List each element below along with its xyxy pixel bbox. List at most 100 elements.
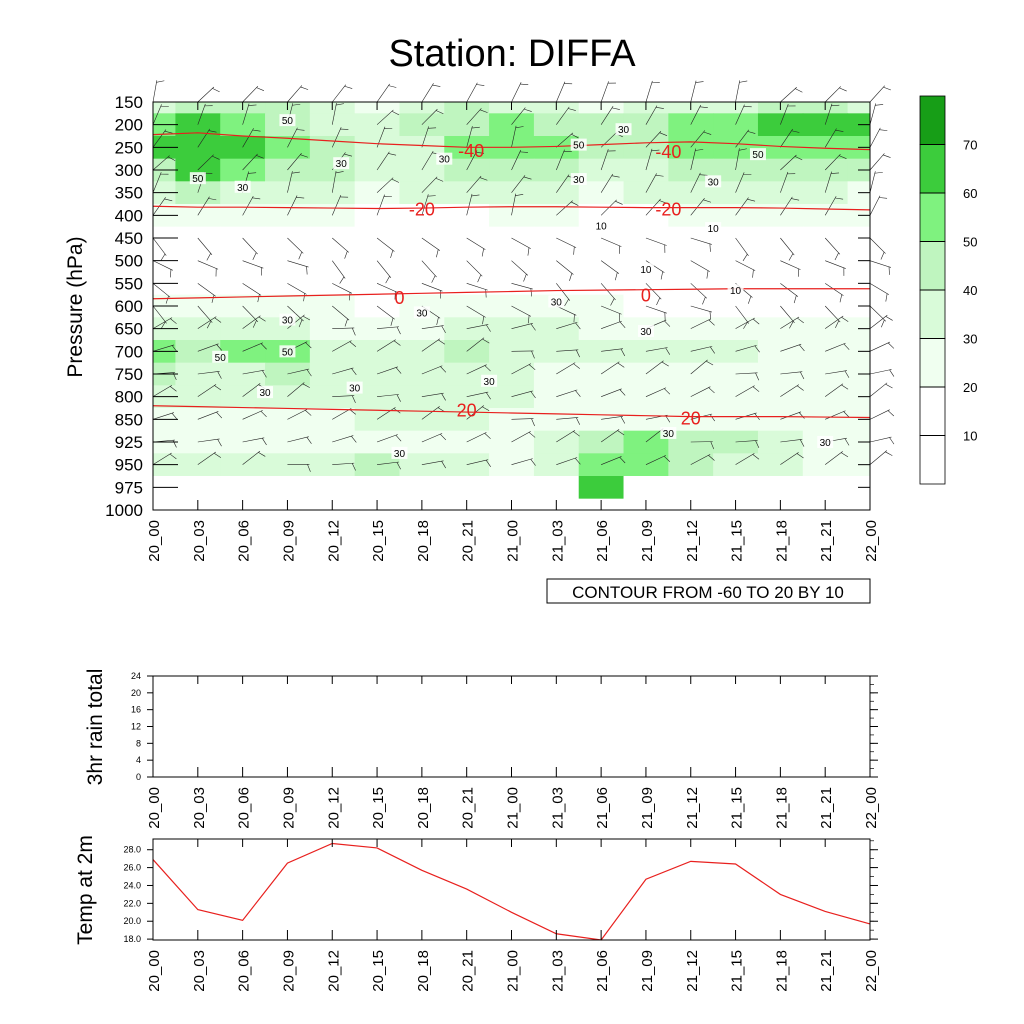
- time-tick-label: 20_12: [325, 520, 342, 562]
- rh-cell: [220, 408, 266, 432]
- rh-cell: [354, 408, 400, 432]
- wind-barb: [152, 344, 178, 352]
- time-tick-label: 20_18: [415, 520, 432, 562]
- wind-barb: [376, 260, 392, 284]
- rh-contour-label: 30: [637, 324, 654, 338]
- wind-barb: [556, 321, 581, 330]
- svg-text:10: 10: [596, 221, 608, 232]
- colorbar-box: [919, 144, 946, 194]
- wind-barb: [869, 314, 893, 329]
- rh-cell: [802, 113, 849, 137]
- rh-cell: [444, 408, 490, 432]
- rh-cell: [533, 317, 580, 341]
- svg-text:30: 30: [237, 183, 249, 194]
- wind-barb: [511, 193, 524, 216]
- wind-barb: [331, 170, 344, 193]
- rh-contour-label: 50: [189, 172, 206, 185]
- rh-cell: [265, 430, 311, 454]
- svg-text:50: 50: [215, 353, 227, 364]
- temperature-contour: [152, 405, 871, 419]
- colorbar-box: [919, 338, 946, 388]
- rh-cell: [757, 453, 804, 477]
- rh-contour-label: 30: [413, 306, 430, 319]
- colorbar-box: [919, 95, 946, 145]
- rh-cell: [847, 102, 871, 114]
- temperature-contour-label: 20: [457, 400, 477, 420]
- colorbar-label: 30: [963, 332, 977, 347]
- rh-contour-label: 30: [548, 295, 565, 308]
- wind-barb: [600, 283, 616, 306]
- wind-barb: [780, 196, 800, 216]
- wind-barb: [197, 128, 217, 148]
- time-tick-label: 21_06: [594, 520, 611, 562]
- rh-cell: [354, 362, 400, 386]
- wind-barb: [556, 81, 573, 103]
- wind-barb: [556, 362, 580, 375]
- temp-y-tick-label: 26.0: [123, 863, 141, 873]
- rh-cell: [802, 385, 849, 409]
- wind-barb: [735, 344, 760, 353]
- rh-cell: [802, 181, 849, 205]
- wind-barb: [152, 385, 177, 397]
- wind-barb: [242, 437, 267, 446]
- wind-barb: [511, 107, 532, 125]
- rh-cell: [533, 113, 580, 137]
- time-tick-label: 20_09: [280, 787, 297, 829]
- wind-barb: [287, 409, 312, 420]
- rh-cell: [489, 113, 535, 137]
- wind-barb: [421, 176, 444, 193]
- rain-y-tick-label: 12: [131, 722, 141, 732]
- wind-barb: [824, 103, 840, 125]
- svg-text:30: 30: [259, 388, 271, 399]
- colorbar-label: 70: [963, 138, 977, 153]
- wind-barb: [556, 132, 579, 148]
- wind-barb: [869, 237, 886, 260]
- rh-contour-label: 10: [637, 262, 654, 276]
- rh-cell: [802, 476, 849, 500]
- rh-cell: [623, 453, 669, 477]
- wind-barb: [690, 454, 715, 465]
- rh-cell: [623, 158, 669, 182]
- wind-barb: [332, 327, 356, 336]
- rh-cell: [578, 453, 625, 477]
- time-tick-label: 21_03: [549, 950, 566, 992]
- wind-barb: [197, 316, 222, 329]
- rh-contour-label: 30: [234, 180, 251, 194]
- wind-barb: [152, 412, 178, 420]
- time-tick-label: 20_15: [370, 950, 387, 992]
- wind-barb: [287, 305, 304, 328]
- wind-barb: [197, 260, 219, 277]
- wind-barb: [421, 126, 437, 148]
- wind-barb: [152, 305, 167, 329]
- svg-text:10: 10: [640, 265, 652, 276]
- rh-cell: [489, 385, 535, 409]
- rh-cell: [444, 204, 490, 228]
- rh-cell: [309, 362, 356, 386]
- colorbar-label: 20: [963, 380, 977, 395]
- rh-cell: [623, 362, 669, 386]
- wind-barb: [332, 305, 350, 327]
- rh-cell: [713, 317, 759, 341]
- pressure-tick-label: 450: [115, 229, 143, 248]
- rh-cell: [713, 453, 759, 477]
- wind-barb: [152, 129, 173, 148]
- wind-barb: [287, 171, 300, 193]
- wind-barb: [332, 462, 356, 471]
- rh-cell: [533, 362, 580, 386]
- wind-barb: [466, 82, 485, 103]
- wind-barb: [824, 305, 841, 328]
- page-title: Station: DIFFA: [388, 33, 636, 75]
- wind-barb: [869, 369, 895, 377]
- wind-barb: [869, 283, 890, 302]
- rh-contour-label: 30: [817, 436, 834, 449]
- rh-contour-label: 50: [279, 345, 296, 358]
- rh-cell: [489, 362, 535, 386]
- wind-barb: [556, 260, 574, 281]
- rh-cell: [220, 476, 266, 500]
- wind-barb: [242, 85, 265, 103]
- wind-barb: [466, 337, 490, 352]
- rh-cell: [220, 113, 266, 137]
- wind-barb: [421, 325, 446, 334]
- colorbar-label: 60: [963, 186, 977, 201]
- colorbar-label: 50: [963, 235, 977, 250]
